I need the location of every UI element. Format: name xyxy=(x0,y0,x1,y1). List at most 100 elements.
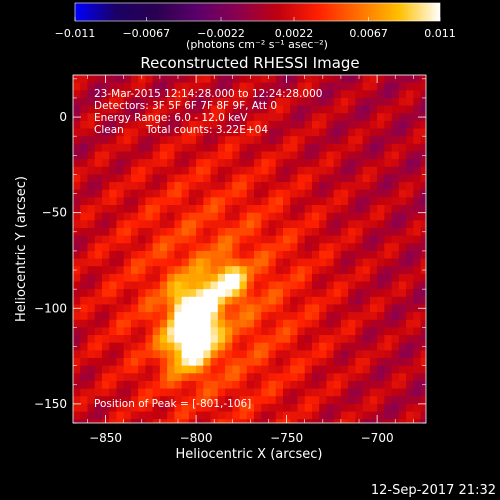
heatmap-cell xyxy=(94,151,103,160)
heatmap-cell xyxy=(217,189,226,198)
heatmap-cell xyxy=(174,266,183,275)
heatmap-cell xyxy=(87,396,96,405)
heatmap-cell xyxy=(239,189,248,198)
heatmap-cell xyxy=(87,258,96,267)
heatmap-cell xyxy=(326,212,335,221)
heatmap-cell xyxy=(138,396,147,405)
heatmap-cell xyxy=(152,403,161,413)
heatmap-cell xyxy=(239,197,248,206)
heatmap-cell xyxy=(87,342,96,351)
heatmap-cell xyxy=(80,365,89,374)
heatmap-cell xyxy=(196,182,204,191)
heatmap-cell xyxy=(232,419,241,423)
heatmap-cell xyxy=(239,151,248,160)
heatmap-cell xyxy=(311,289,320,298)
heatmap-cell xyxy=(109,128,118,137)
heatmap-cell xyxy=(232,197,241,206)
heatmap-cell xyxy=(275,151,284,160)
heatmap-cell xyxy=(369,212,378,221)
heatmap-cell xyxy=(138,411,147,420)
heatmap-cell xyxy=(297,136,306,145)
heatmap-cell xyxy=(406,105,414,114)
heatmap-cell xyxy=(94,335,103,344)
heatmap-cell xyxy=(297,120,306,130)
heatmap-cell xyxy=(348,427,356,435)
heatmap-cell xyxy=(268,419,277,423)
heatmap-cell xyxy=(181,159,190,168)
heatmap-cell xyxy=(254,427,262,435)
heatmap-cell xyxy=(232,212,241,221)
heatmap-cell xyxy=(377,189,385,198)
heatmap-cell xyxy=(275,166,284,176)
heatmap-cell xyxy=(362,403,371,413)
heatmap-cell xyxy=(203,120,212,130)
heatmap-cell xyxy=(326,113,335,122)
heatmap-cell xyxy=(398,220,407,229)
heatmap-cell xyxy=(109,197,118,206)
heatmap-cell xyxy=(311,304,320,313)
heatmap-cell xyxy=(326,373,335,382)
heatmap-cell xyxy=(348,258,356,267)
heatmap-cell xyxy=(174,174,183,183)
heatmap-cell xyxy=(297,250,306,260)
heatmap-cell xyxy=(333,357,342,367)
heatmap-cell xyxy=(188,335,197,344)
heatmap-cell xyxy=(340,312,349,321)
heatmap-cell xyxy=(73,419,81,423)
heatmap-cell xyxy=(377,373,385,382)
heatmap-cell xyxy=(406,136,414,145)
heatmap-cell xyxy=(181,243,190,252)
heatmap-cell xyxy=(159,97,168,107)
heatmap-cell xyxy=(261,258,270,267)
heatmap-cell xyxy=(348,136,356,145)
heatmap-cell xyxy=(362,396,371,405)
heatmap-cell xyxy=(333,327,342,336)
heatmap-cell xyxy=(398,411,407,420)
heatmap-cell xyxy=(217,174,226,183)
heatmap-cell xyxy=(80,319,89,328)
heatmap-cell xyxy=(109,335,118,344)
heatmap-cell xyxy=(109,312,118,321)
heatmap-cell xyxy=(196,235,204,244)
heatmap-cell xyxy=(181,166,190,176)
heatmap-cell xyxy=(167,342,175,351)
heatmap-cell xyxy=(413,250,422,260)
heatmap-cell xyxy=(304,403,313,413)
heatmap-cell xyxy=(406,396,414,405)
heatmap-cell xyxy=(196,403,204,413)
heatmap-cell xyxy=(101,159,110,168)
heatmap-cell xyxy=(369,189,378,198)
heatmap-cell xyxy=(254,357,262,367)
heatmap-cell xyxy=(304,243,313,252)
heatmap-cell xyxy=(210,120,219,130)
heatmap-cell xyxy=(428,98,436,106)
heatmap-cell xyxy=(362,220,371,229)
heatmap-cell xyxy=(290,365,299,374)
heatmap-cell xyxy=(181,75,190,84)
heatmap-cell xyxy=(319,90,328,99)
heatmap-cell xyxy=(181,82,190,91)
heatmap-cell xyxy=(326,273,335,283)
heatmap-cell xyxy=(319,113,328,122)
heatmap-cell xyxy=(254,373,262,382)
heatmap-cell xyxy=(225,373,233,382)
heatmap-cell xyxy=(362,388,371,397)
heatmap-cell xyxy=(311,373,320,382)
heatmap-cell xyxy=(333,128,342,137)
heatmap-cell xyxy=(362,174,371,183)
heatmap-cell xyxy=(406,143,414,153)
heatmap-cell xyxy=(167,197,175,206)
heatmap-cell xyxy=(239,296,248,306)
heatmap-cell xyxy=(282,350,291,359)
heatmap-cell xyxy=(203,189,212,198)
heatmap-cell xyxy=(406,319,414,328)
heatmap-cell xyxy=(80,312,89,321)
heatmap-cell xyxy=(181,403,190,413)
heatmap-cell xyxy=(217,258,226,267)
heatmap-cell xyxy=(73,273,81,283)
heatmap-cell xyxy=(116,289,125,298)
heatmap-cell xyxy=(319,266,328,275)
heatmap-cell xyxy=(290,388,299,397)
heatmap-cell xyxy=(109,304,118,313)
heatmap-cell xyxy=(130,266,139,275)
